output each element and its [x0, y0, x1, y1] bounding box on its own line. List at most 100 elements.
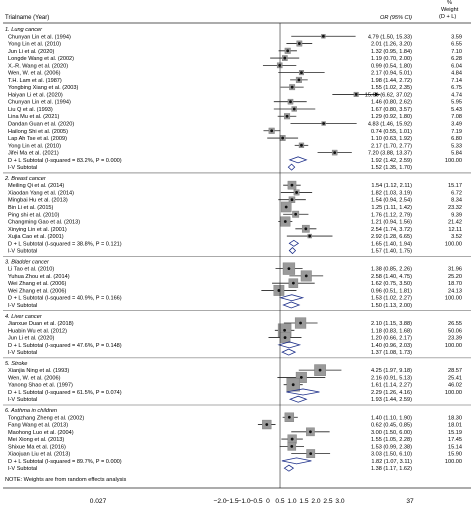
point-estimate — [304, 227, 308, 231]
subtotal-weight: 100.00 — [445, 296, 462, 302]
study-name: Longde Wang et al. (2002) — [8, 56, 74, 62]
x-tick-label: 0 — [266, 498, 270, 505]
study-name: Dandan Guan et al. (2020) — [8, 122, 74, 128]
study-weight: 3.49 — [451, 122, 462, 128]
subtotal-weight: 100.00 — [445, 390, 462, 396]
study-weight: 3.59 — [451, 34, 462, 40]
study-name: Yong Lin et al. (2010) — [8, 143, 61, 149]
iv-subtotal-label: I-V Subtotal — [8, 397, 37, 403]
iv-diamond — [282, 301, 301, 309]
study-weight: 7.19 — [451, 129, 462, 135]
study-name: Ping shi et al. (2010) — [8, 212, 59, 218]
study-or-ci: 1.76 (1.12, 2.79) — [371, 212, 412, 218]
study-name: X.-R. Wang et al. (2020) — [8, 63, 68, 69]
study-or-ci: 7.20 (3.88, 13.37) — [368, 151, 412, 157]
dl-or-ci: 1.92 (1.42, 2.59) — [371, 158, 412, 164]
study-name: Yanong Shao et al. (1997) — [8, 383, 73, 389]
study-or-ci: 1.38 (0.85, 2.26) — [371, 267, 412, 273]
study-weight: 26.55 — [448, 321, 462, 327]
study-or-ci: 2.10 (1.15, 3.88) — [371, 321, 412, 327]
study-weight: 8.34 — [451, 198, 462, 204]
study-or-ci: 1.29 (0.92, 1.80) — [371, 114, 412, 120]
x-tick-label: 0.5 — [275, 498, 284, 505]
point-estimate — [333, 151, 337, 154]
iv-subtotal-label: I-V Subtotal — [8, 303, 37, 309]
study-weight: 18.01 — [448, 423, 462, 429]
study-or-ci: 4.83 (1.46, 15.92) — [368, 122, 412, 128]
study-weight: 6.75 — [451, 85, 462, 91]
dl-subtotal-label: D + L Subtotal (I-squared = 89.7%, P = 0… — [8, 459, 122, 465]
iv-or-ci: 1.57 (1.40, 1.75) — [371, 249, 412, 255]
study-or-ci: 1.98 (1.44, 2.72) — [371, 78, 412, 84]
point-estimate — [309, 452, 313, 456]
study-name: Huabin Wu et al. (2012) — [8, 328, 67, 334]
study-weight: 6.80 — [451, 136, 462, 142]
study-weight: 9.39 — [451, 212, 462, 218]
iv-subtotal-label: I-V Subtotal — [8, 350, 37, 356]
iv-diamond — [288, 395, 308, 403]
x-tick-label: 3.0 — [335, 498, 344, 505]
study-weight: 4.74 — [451, 92, 462, 98]
point-estimate — [290, 183, 294, 187]
study-weight: 50.06 — [448, 328, 462, 334]
iv-or-ci: 1.50 (1.13, 2.00) — [371, 303, 412, 309]
study-or-ci: 1.55 (1.02, 2.35) — [371, 85, 412, 91]
study-or-ci: 2.17 (1.70, 2.77) — [371, 143, 412, 149]
point-estimate — [292, 107, 296, 111]
study-name: Yongbing Xiang et al. (2003) — [8, 85, 79, 91]
group-title: 4. Liver cancer — [5, 314, 43, 320]
point-estimate — [321, 34, 325, 38]
study-weight: 25.20 — [448, 274, 462, 280]
point-estimate — [297, 78, 301, 82]
point-estimate — [308, 234, 312, 238]
dl-diamond — [288, 156, 308, 164]
study-or-ci: 0.62 (0.45, 0.85) — [371, 423, 412, 429]
study-or-ci: 1.40 (1.10, 1.90) — [371, 415, 412, 421]
study-weight: 17.45 — [448, 437, 462, 443]
x-tick-label: 2.0 — [311, 498, 320, 505]
study-weight: 15.14 — [448, 444, 462, 450]
group-title: 5. Stroke — [5, 361, 27, 367]
study-weight: 5.33 — [451, 143, 462, 149]
x-tick-label: 1.0 — [287, 498, 296, 505]
study-name: Xiaojuan Liu et al. (2013) — [8, 452, 70, 458]
group-title: 1. Lung cancer — [5, 27, 43, 33]
study-weight: 6.28 — [451, 56, 462, 62]
dl-or-ci: 1.53 (1.02, 2.27) — [371, 296, 412, 302]
study-name: Wei Zhang et al. (2006) — [8, 288, 66, 294]
study-name: Chunyan Lin et al. (1994) — [8, 100, 71, 106]
x-tick-label: −1.0 — [237, 498, 250, 505]
study-or-ci: 1.20 (0.66, 2.17) — [371, 336, 412, 342]
group-title: 2. Breast cancer — [4, 176, 47, 182]
x-tick-label: 1.5 — [299, 498, 308, 505]
dl-diamond — [277, 341, 302, 349]
study-or-ci: 2.54 (1.74, 3.72) — [371, 227, 412, 233]
study-name: Yuhua Zhou et al. (2014) — [8, 274, 70, 280]
group-title: 3. Bladder cancer — [5, 259, 50, 265]
study-weight: 18.70 — [448, 281, 462, 287]
study-or-ci: 2.92 (1.28, 6.65) — [371, 234, 412, 240]
study-or-ci: 2.16 (0.91, 5.13) — [371, 375, 412, 381]
study-weight: 15.19 — [448, 430, 462, 436]
study-name: Tongzhang Zheng et al. (2002) — [8, 415, 84, 421]
iv-or-ci: 1.38 (1.17, 1.62) — [371, 466, 412, 472]
iv-diamond — [288, 247, 297, 255]
study-or-ci: 0.74 (0.55, 1.01) — [371, 129, 412, 135]
point-estimate — [290, 444, 294, 448]
x-tick-label: −0.5 — [249, 498, 262, 505]
dl-or-ci: 1.40 (0.96, 2.03) — [371, 343, 412, 349]
study-weight: 7.08 — [451, 114, 462, 120]
study-name: Hailong Shi et al. (2005) — [8, 129, 68, 135]
study-weight: 31.96 — [448, 267, 462, 273]
study-name: Xujia Cao et al. (2001) — [8, 234, 64, 240]
header-weight-pct: % — [447, 0, 452, 6]
study-or-ci: 0.96 (0.51, 1.81) — [371, 288, 412, 294]
group-title: 6. Asthma in children — [5, 408, 57, 414]
study-weight: 6.04 — [451, 63, 462, 69]
study-name: Jifei Ma et al. (2021) — [8, 151, 59, 157]
point-estimate — [284, 205, 288, 209]
study-or-ci: 2.58 (1.40, 4.75) — [371, 274, 412, 280]
point-estimate — [291, 281, 295, 285]
study-or-ci: 1.67 (0.80, 3.57) — [371, 107, 412, 113]
x-tick-label: −1.5 — [225, 498, 238, 505]
